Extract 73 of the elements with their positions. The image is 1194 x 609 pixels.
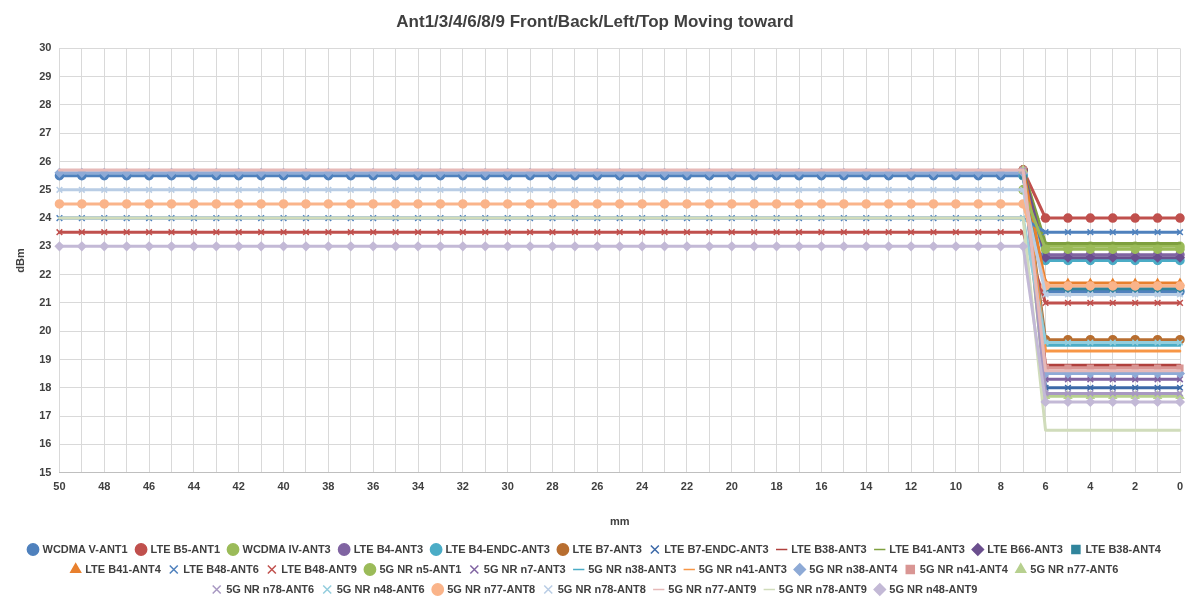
- x-tick-label: 18: [770, 480, 783, 493]
- y-tick-label: 19: [39, 352, 52, 365]
- y-axis-title: dBm: [13, 248, 26, 273]
- x-tick-label: 36: [367, 480, 380, 493]
- legend-label: LTE B4-ENDC-ANT3: [445, 542, 550, 555]
- x-tick-label: 10: [949, 480, 963, 493]
- x-tick-label: 38: [322, 480, 335, 493]
- x-tick-label: 6: [1042, 480, 1049, 493]
- y-tick-label: 18: [39, 380, 52, 393]
- x-tick-label: 4: [1087, 480, 1095, 493]
- legend-label: 5G NR n77-ANT9: [668, 582, 757, 595]
- legend-label: 5G NR n78-ANT6: [226, 582, 315, 595]
- legend-label: 5G NR n7-ANT3: [483, 562, 566, 575]
- legend-label: 5G NR n48-ANT9: [889, 582, 978, 595]
- x-tick-label: 14: [860, 480, 874, 493]
- x-tick-label: 28: [546, 480, 559, 493]
- legend-label: LTE B38-ANT4: [1085, 542, 1162, 555]
- legend-label: 5G NR n78-ANT8: [557, 582, 646, 595]
- y-tick-label: 15: [39, 465, 52, 478]
- x-tick-label: 8: [997, 480, 1004, 493]
- x-tick-label: 42: [232, 480, 245, 493]
- y-tick-label: 27: [39, 126, 52, 139]
- legend-label: 5G NR n38-ANT4: [809, 562, 899, 575]
- y-tick-label: 25: [39, 182, 52, 195]
- y-tick-label: 22: [39, 267, 52, 280]
- x-tick-label: 34: [411, 480, 426, 493]
- legend-label: LTE B38-ANT3: [791, 542, 867, 555]
- legend-label: WCDMA V-ANT1: [42, 542, 128, 555]
- legend-label: WCDMA IV-ANT3: [242, 542, 331, 555]
- y-tick-label: 17: [39, 409, 52, 422]
- legend-label: 5G NR n77-ANT6: [1030, 562, 1119, 575]
- x-tick-label: 26: [591, 480, 604, 493]
- x-tick-label: 2: [1132, 480, 1139, 493]
- y-tick-label: 29: [39, 69, 52, 82]
- y-tick-label: 28: [39, 97, 52, 110]
- legend-label: 5G NR n48-ANT6: [336, 582, 425, 595]
- y-tick-label: 30: [39, 41, 52, 54]
- legend-label: LTE B41-ANT4: [85, 562, 162, 575]
- y-tick-label: 20: [39, 324, 52, 337]
- legend-label: LTE B7-ENDC-ANT3: [664, 542, 769, 555]
- legend-label: LTE B41-ANT3: [889, 542, 965, 555]
- x-axis-title: mm: [609, 515, 630, 528]
- x-tick-label: 48: [98, 480, 111, 493]
- x-tick-label: 40: [277, 480, 290, 493]
- legend-label: LTE B66-ANT3: [987, 542, 1063, 555]
- legend-label: 5G NR n77-ANT8: [447, 582, 536, 595]
- chart-title: Ant1/3/4/6/8/9 Front/Back/Left/Top Moving toward: [396, 11, 794, 31]
- legend-label: 5G NR n41-ANT3: [698, 562, 787, 575]
- x-tick-label: 16: [815, 480, 828, 493]
- x-tick-label: 22: [680, 480, 694, 493]
- x-tick-label: 0: [1176, 480, 1184, 493]
- legend-label: 5G NR n41-ANT4: [919, 562, 1009, 575]
- legend-label: 5G NR n38-ANT3: [588, 562, 677, 575]
- y-tick-label: 26: [39, 154, 52, 167]
- legend-label: LTE B48-ANT9: [281, 562, 357, 575]
- x-tick-label: 20: [725, 480, 738, 493]
- legend-label: 5G NR n78-ANT9: [778, 582, 867, 595]
- x-tick-label: 32: [456, 480, 469, 493]
- y-tick-label: 24: [39, 211, 53, 224]
- x-tick-label: 50: [53, 480, 66, 493]
- x-tick-label: 46: [142, 480, 156, 493]
- x-tick-label: 30: [501, 480, 514, 493]
- x-tick-label: 24: [636, 480, 650, 493]
- y-tick-label: 16: [39, 437, 52, 450]
- legend-label: LTE B5-ANT1: [150, 542, 221, 555]
- legend-label: LTE B4-ANT3: [353, 542, 424, 555]
- x-tick-label: 44: [187, 480, 201, 493]
- x-tick-label: 12: [904, 480, 918, 493]
- legend-label: 5G NR n5-ANT1: [379, 562, 462, 575]
- legend-label: LTE B48-ANT6: [183, 562, 259, 575]
- y-tick-label: 21: [39, 295, 52, 308]
- legend-label: LTE B7-ANT3: [572, 542, 642, 555]
- y-tick-label: 23: [39, 239, 52, 252]
